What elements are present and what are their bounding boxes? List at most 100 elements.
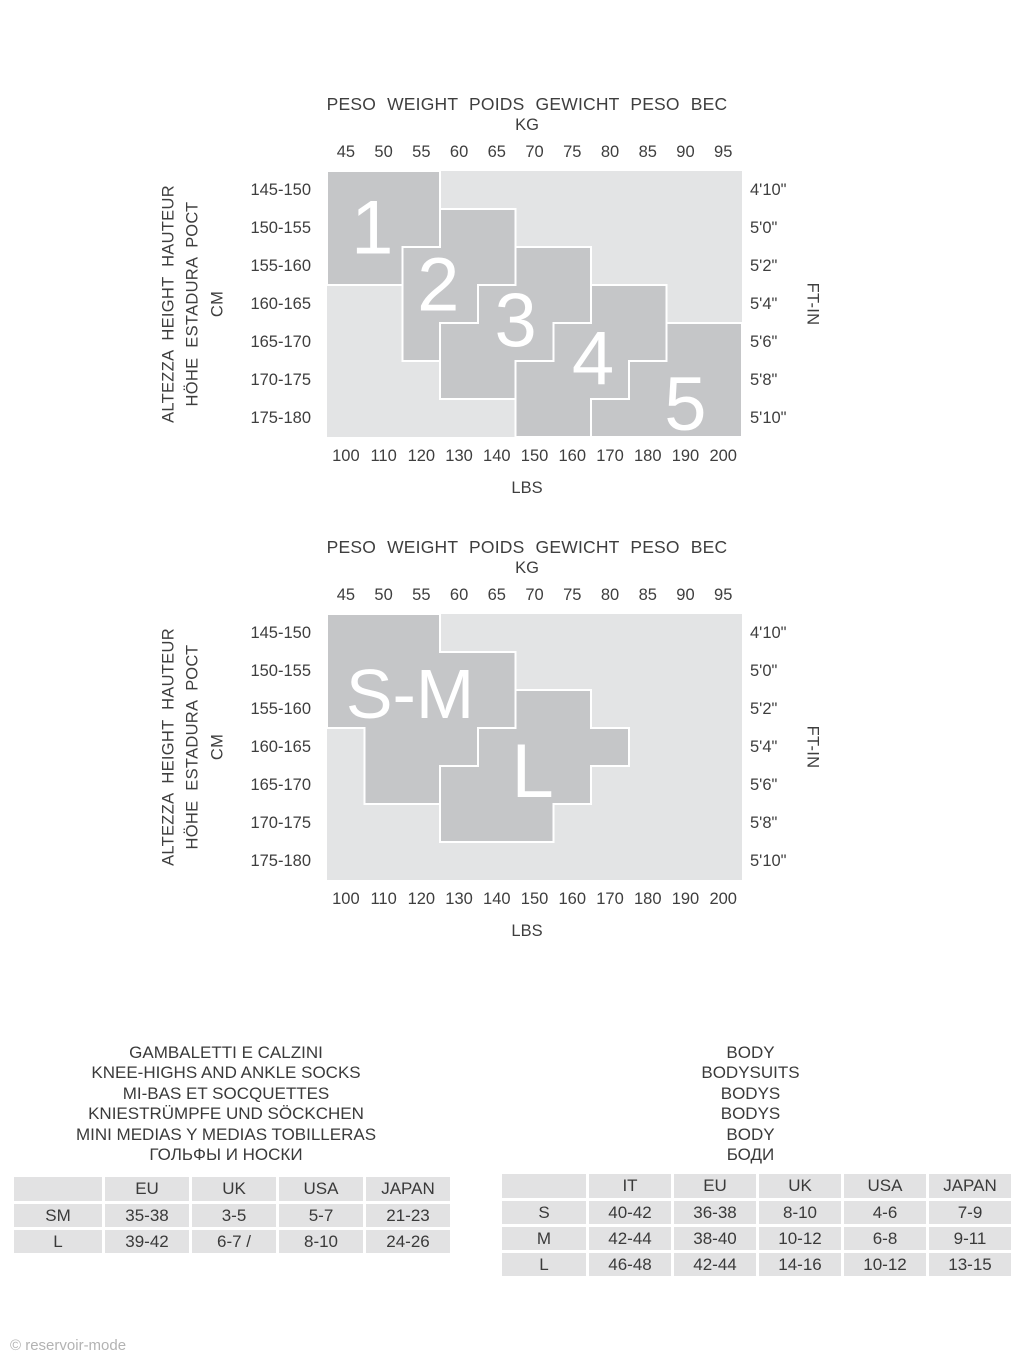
table-cell: 42-44 (674, 1253, 756, 1276)
lbs-tick: 150 (520, 447, 549, 465)
copyright-text: © reservoir-mode (10, 1337, 127, 1354)
cm-range-label: 165-170 (250, 333, 311, 351)
chart-title: PESO WEIGHT POIDS GEWICHT PESO ВЕС (326, 94, 728, 114)
cm-range-label: 165-170 (250, 776, 311, 794)
column-header: JAPAN (366, 1177, 450, 1201)
kg-tick: 75 (563, 143, 582, 161)
table-cell: 35-38 (105, 1204, 189, 1227)
table-cell: 3-5 (192, 1204, 276, 1227)
lbs-tick: 150 (520, 890, 549, 908)
heading-line: GAMBALETTI E CALZINI (129, 1043, 323, 1062)
lbs-tick: 100 (332, 890, 360, 908)
lbs-axis-ticks: 100 110 120 130 140 150 160 170 180 190 200 (327, 447, 742, 466)
ftin-range-label: 5'0" (750, 662, 778, 680)
kg-tick: 80 (600, 586, 620, 604)
column-header: EU (105, 1177, 189, 1201)
left-axis-label-languages-2: HÖHE ESTADURA РОСТ (183, 644, 202, 850)
chart-title: PESO WEIGHT POIDS GEWICHT PESO ВЕС (326, 537, 728, 557)
ftin-range-label: 5'8" (750, 371, 778, 389)
ftin-range-label: 5'10" (750, 852, 787, 870)
heading-line: ГОЛЬФЫ И НОСКИ (149, 1145, 303, 1165)
body-table-heading: BODY BODYSUITS BODYS BODYS BODY БОДИ (502, 1043, 999, 1165)
cm-range-label: 145-150 (250, 181, 311, 199)
table-header-row: EU UK USA JAPAN (14, 1177, 450, 1201)
ftin-range-label: 4'10" (750, 624, 787, 642)
lbs-tick: 160 (558, 447, 587, 465)
cm-range-label: 160-165 (250, 295, 311, 313)
kg-tick: 45 (336, 586, 356, 604)
kg-tick: 50 (374, 143, 393, 161)
table-row: SM 35-38 3-5 5-7 21-23 (14, 1204, 450, 1227)
table-cell: 36-38 (674, 1201, 756, 1224)
ftin-row-labels: 4'10" 5'0" 5'2" 5'4" 5'6" 5'8" 5'10" (750, 614, 825, 880)
lbs-tick: 120 (407, 890, 436, 908)
lbs-tick: 200 (709, 890, 737, 908)
size-region-label: 1 (351, 186, 393, 271)
column-header: IT (589, 1174, 671, 1198)
table-cell: 10-12 (759, 1227, 841, 1250)
size-regions-svg: 12 3 45 (327, 171, 742, 437)
heading-line: KNIESTRÜMPFE UND SÖCKCHEN (88, 1104, 364, 1124)
kg-tick: 65 (487, 143, 506, 161)
left-axis-label-languages: ALTEZZA HEIGHT HAUTEUR (159, 185, 178, 423)
kg-tick: 95 (714, 586, 733, 604)
table-header-row: IT EU UK USA JAPAN (502, 1174, 1011, 1198)
kg-tick: 45 (336, 143, 356, 161)
table-cell: 40-42 (589, 1201, 671, 1224)
cm-range-label: 155-160 (250, 700, 311, 718)
cm-row-labels: 145-150 150-155 155-160 160-165 165-170 170-1… (213, 171, 311, 437)
heading-line: BODY (726, 1124, 775, 1144)
column-header: UK (759, 1174, 841, 1198)
table-cell: 8-10 (759, 1201, 841, 1224)
ftin-range-label: 4'10" (750, 181, 787, 199)
cm-range-label: 155-160 (250, 257, 311, 275)
lbs-tick: 160 (558, 890, 587, 908)
size-chart-numeric: PESO WEIGHT POIDS GEWICHT PESO ВЕС KG 45… (0, 0, 1024, 500)
cm-range-label: 150-155 (250, 219, 311, 237)
cm-range-label: 175-180 (250, 852, 311, 870)
column-header: JAPAN (929, 1174, 1011, 1198)
size-regions-svg: S-M L (327, 614, 630, 843)
lbs-tick: 180 (633, 447, 662, 465)
cm-range-label: 145-150 (250, 624, 311, 642)
lbs-tick: 130 (445, 890, 473, 908)
kg-tick: 55 (412, 143, 431, 161)
table-cell: 7-9 (929, 1201, 1011, 1224)
heading-line: BODYSUITS (701, 1063, 800, 1083)
kg-tick: 80 (600, 143, 620, 161)
kg-tick: 65 (487, 586, 506, 604)
heading-line: БОДИ (726, 1145, 775, 1165)
table-cell: 10-12 (844, 1253, 926, 1276)
ftin-row-labels: 4'10" 5'0" 5'2" 5'4" 5'6" 5'8" 5'10" (750, 171, 825, 437)
body-size-table: IT EU UK USA JAPAN S 40-42 36-38 8-10 4-6 7-9 M 42… (499, 1171, 1014, 1279)
table-row: M 42-44 38-40 10-12 6-8 9-11 (502, 1227, 1011, 1250)
heading-line: BODYS (720, 1104, 781, 1124)
cm-range-label: 175-180 (250, 409, 311, 427)
heading-line: BODY (726, 1043, 775, 1062)
lbs-axis-label: LBS (511, 479, 543, 497)
kg-tick: 90 (676, 143, 695, 161)
column-header: USA (279, 1177, 363, 1201)
left-axis-label-languages-2: HÖHE ESTADURA РОСТ (183, 201, 202, 407)
left-axis-unit-cm: CM (208, 733, 227, 761)
size-region-label: 4 (572, 317, 614, 402)
socks-table-heading: GAMBALETTI E CALZINI KNEE-HIGHS AND ANKLE… (14, 1043, 438, 1165)
cm-range-label: 150-155 (250, 662, 311, 680)
table-cell: 4-6 (844, 1201, 926, 1224)
cm-range-label: 160-165 (250, 738, 311, 756)
cm-range-label: 170-175 (250, 814, 311, 832)
table-row: L 39-42 6-7 /8-10 24-26 (14, 1230, 450, 1253)
kg-tick: 60 (449, 586, 469, 604)
kg-tick: 85 (638, 143, 657, 161)
table-cell: 21-23 (366, 1204, 450, 1227)
left-axis-label-languages: ALTEZZA HEIGHT HAUTEUR (159, 628, 178, 866)
table-cell: 5-7 (279, 1204, 363, 1227)
table-cell: M (502, 1227, 586, 1250)
lbs-tick: 170 (596, 890, 624, 908)
kg-tick: 70 (525, 143, 544, 161)
ftin-range-label: 5'8" (750, 814, 778, 832)
kg-tick: 95 (714, 143, 733, 161)
lbs-tick: 120 (407, 447, 436, 465)
